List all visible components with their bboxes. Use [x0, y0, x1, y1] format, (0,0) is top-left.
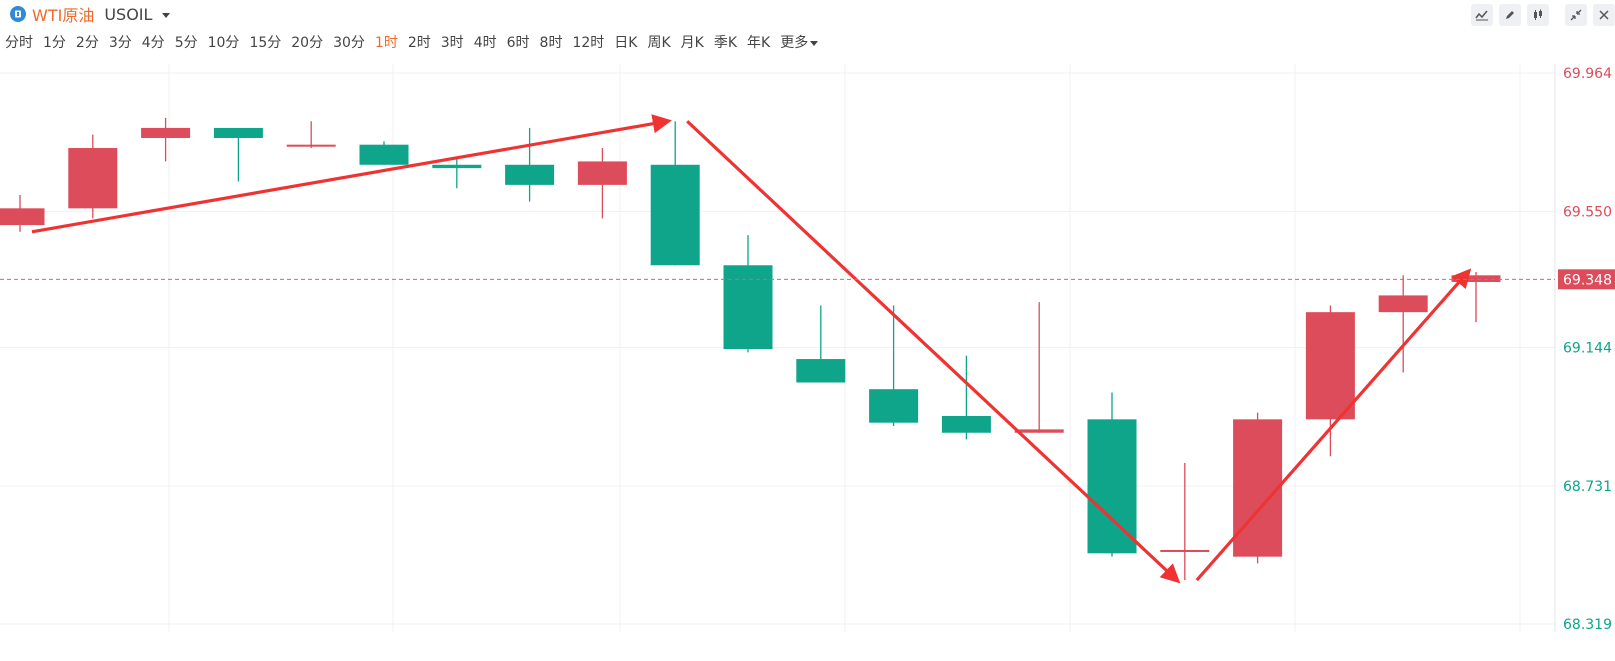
period-tab[interactable]: 4时 [473, 35, 497, 51]
candle [505, 127, 555, 202]
candle [723, 235, 773, 353]
chart-toolbar [1471, 4, 1615, 26]
candle [141, 117, 191, 162]
candle [1014, 302, 1064, 433]
symbol-name: WTI原油 [32, 6, 95, 25]
trend-arrow [31, 114, 672, 234]
candle-body [1014, 429, 1064, 433]
candle-body [1233, 419, 1283, 557]
period-tab[interactable]: 1分 [43, 35, 66, 51]
chart-grid [0, 64, 1556, 632]
candle [213, 127, 263, 182]
candle [286, 121, 336, 149]
candle [869, 305, 919, 427]
candle-body [1160, 549, 1210, 552]
candle [577, 148, 627, 219]
period-tab[interactable]: 5分 [174, 35, 198, 51]
y-tick-label: 69.964 [1563, 66, 1612, 82]
candle-body [286, 144, 336, 147]
candle-body [359, 144, 409, 165]
candle-body [505, 164, 555, 185]
candle [68, 134, 118, 219]
trend-arrow [686, 120, 1181, 584]
candle-series [0, 117, 1501, 581]
close-icon[interactable] [1593, 4, 1615, 26]
period-tab[interactable]: 3分 [108, 35, 132, 51]
trend-annotations [31, 114, 1472, 584]
candle [1378, 275, 1428, 373]
period-tab[interactable]: 周K [647, 35, 671, 51]
period-tab[interactable]: 2时 [407, 35, 431, 51]
symbol-code: USOIL [104, 4, 153, 24]
period-tab[interactable]: 12时 [572, 35, 605, 51]
candle-body [1087, 419, 1137, 554]
y-tick-label: 69.144 [1563, 341, 1612, 357]
period-tab[interactable]: 8时 [539, 35, 563, 51]
period-tab[interactable]: 日K [614, 35, 638, 51]
candle-body [941, 415, 991, 433]
period-tab[interactable]: 30分 [333, 35, 365, 51]
price-axis: 69.964 69.550 69.144 68.731 68.319 69.348 [0, 66, 1615, 633]
candle [1305, 305, 1355, 457]
y-tick-label: 68.731 [1563, 479, 1612, 495]
candle [1087, 392, 1137, 557]
symbol-selector[interactable]: WTI原油 USOIL [10, 2, 171, 26]
period-tab[interactable]: 2分 [75, 35, 99, 51]
period-tab[interactable]: 分时 [5, 35, 33, 51]
y-tick-label: 69.550 [1563, 205, 1612, 221]
candle [359, 141, 409, 165]
period-tab[interactable]: 20分 [291, 35, 324, 51]
period-tab[interactable]: 4分 [141, 35, 165, 51]
period-tab[interactable]: 15分 [249, 35, 282, 51]
candle [432, 158, 482, 189]
candle-body [869, 389, 919, 423]
candle-body [68, 148, 118, 209]
current-price-tag [1558, 269, 1615, 290]
collapse-icon[interactable] [1565, 4, 1587, 26]
period-tab[interactable]: 1时 [374, 35, 398, 51]
symbol-icon [10, 6, 26, 22]
chevron-down-icon[interactable] [162, 13, 171, 18]
period-tab[interactable]: 年K [747, 35, 771, 51]
candle-body [723, 265, 773, 350]
candle-body [213, 127, 263, 138]
y-tick-label: 68.319 [1563, 617, 1612, 633]
period-tab[interactable]: 季K [713, 35, 738, 51]
candle [1160, 462, 1210, 581]
trend-arrow [1195, 268, 1472, 582]
candle [1233, 412, 1283, 564]
candle-body [577, 161, 627, 185]
candle-body [432, 164, 482, 169]
candle [796, 305, 846, 383]
candle-body [1378, 295, 1428, 313]
candle [1451, 271, 1501, 323]
period-tabs: 分时 1分 2分 3分 4分 5分 10分 15分 20分 30分 1时 2时 3时 4时 6时 8时 12时日… [0, 30, 823, 54]
candle [941, 355, 991, 440]
current-price-label: 69.348 [1563, 272, 1612, 288]
period-tab[interactable]: 更多 [775, 32, 823, 52]
period-tab[interactable]: 6时 [506, 35, 530, 51]
chart-header: WTI原油 USOIL [0, 0, 1615, 28]
candle-body [650, 164, 700, 266]
candle-body [141, 127, 191, 138]
candlestick-icon[interactable] [1527, 4, 1549, 26]
period-tab[interactable]: 3时 [440, 35, 464, 51]
line-chart-icon[interactable] [1471, 4, 1493, 26]
candle-body [796, 359, 846, 383]
period-tab[interactable]: 10分 [207, 35, 240, 51]
candle [650, 121, 700, 266]
chevron-down-icon [810, 40, 819, 46]
candle [0, 194, 45, 232]
candle-body [1305, 312, 1355, 420]
candle-body [1451, 275, 1501, 283]
candle-body [0, 208, 45, 226]
pencil-icon[interactable] [1499, 4, 1521, 26]
period-tab[interactable]: 月K [680, 35, 704, 51]
